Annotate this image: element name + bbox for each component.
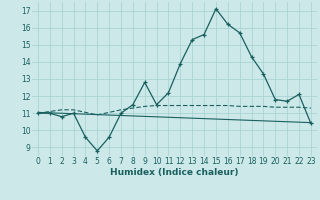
X-axis label: Humidex (Indice chaleur): Humidex (Indice chaleur) [110, 168, 239, 177]
